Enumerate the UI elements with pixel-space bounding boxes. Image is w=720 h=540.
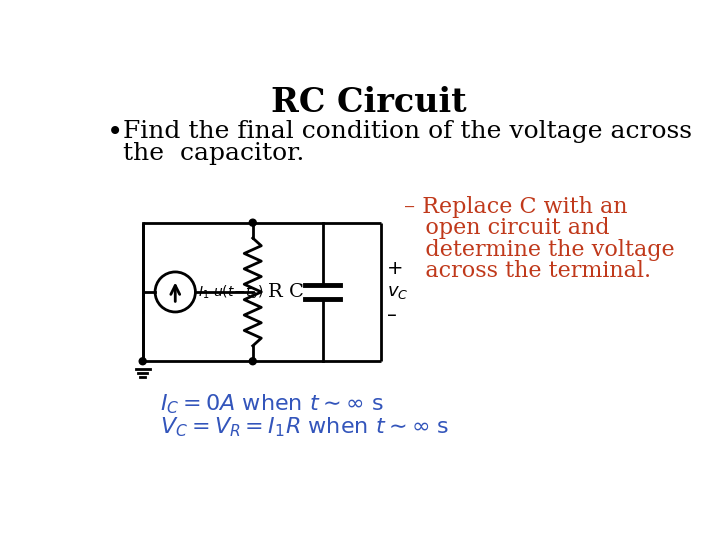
- Text: –: –: [387, 306, 397, 325]
- Text: open circuit and: open circuit and: [404, 217, 610, 239]
- Text: +: +: [387, 259, 403, 278]
- Circle shape: [249, 219, 256, 226]
- Text: $v_C$: $v_C$: [387, 283, 408, 301]
- Text: R: R: [269, 283, 283, 301]
- Circle shape: [139, 358, 146, 365]
- Text: RC Circuit: RC Circuit: [271, 86, 467, 119]
- Text: •: •: [107, 120, 123, 147]
- Circle shape: [249, 358, 256, 365]
- Text: – Replace C with an: – Replace C with an: [404, 195, 627, 218]
- Text: $V_C = V_R = I_1 R\ \mathrm{when}\ t \sim \infty\ \mathrm{s}$: $V_C = V_R = I_1 R\ \mathrm{when}\ t \si…: [160, 415, 449, 438]
- Text: C: C: [289, 283, 303, 301]
- Text: the  capacitor.: the capacitor.: [122, 142, 304, 165]
- Text: across the terminal.: across the terminal.: [404, 260, 651, 282]
- Text: determine the voltage: determine the voltage: [404, 239, 675, 261]
- Text: Find the final condition of the voltage across: Find the final condition of the voltage …: [122, 120, 691, 143]
- Text: $I_C = 0A\ \mathrm{when}\ t \sim \infty\ \mathrm{s}$: $I_C = 0A\ \mathrm{when}\ t \sim \infty\…: [160, 392, 383, 416]
- Text: $I_1\ u(t\!-\!t_o)$: $I_1\ u(t\!-\!t_o)$: [199, 284, 264, 301]
